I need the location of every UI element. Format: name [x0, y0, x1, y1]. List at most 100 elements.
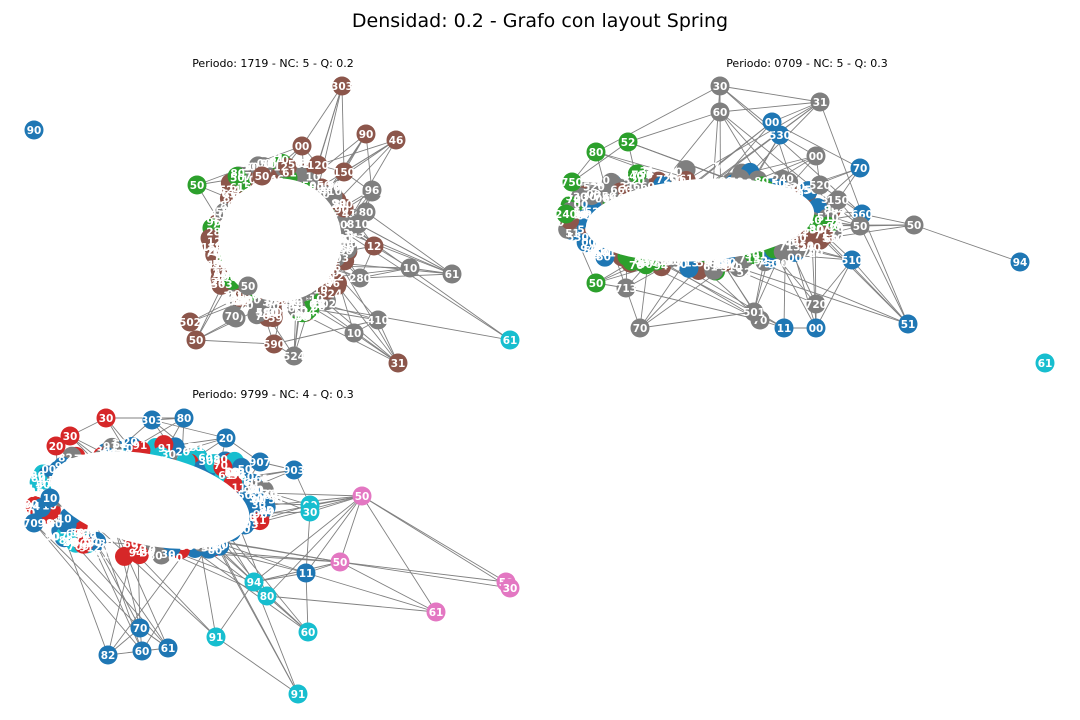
cluster-node-label: 530 — [822, 233, 844, 245]
cluster-node-label: 70 — [629, 260, 644, 272]
cluster-node-label: 50 — [241, 161, 256, 173]
graph-edge — [305, 572, 309, 633]
cluster-node-label: 120 — [207, 260, 229, 272]
cluster-node-label: 30 — [249, 493, 264, 505]
graph-node-label: 50 — [907, 220, 922, 232]
cluster-node-label: 90 — [327, 180, 342, 192]
cluster-node-label: 91 — [198, 532, 213, 544]
graph-node-circle — [40, 488, 60, 508]
graph-node-label: 50 — [355, 491, 370, 503]
cluster-node-label: 30 — [78, 454, 93, 466]
cluster-node-label: 30 — [673, 259, 688, 271]
graph-edge — [301, 85, 343, 147]
cluster-node — [29, 472, 49, 492]
cluster-node-label: 10 — [295, 312, 310, 324]
cluster-node-label: 50 — [70, 528, 85, 540]
cluster-node-label: 660 — [603, 193, 625, 205]
graph-node: 150 — [333, 162, 355, 182]
graph-node: 510 — [841, 250, 863, 270]
graph-edge — [625, 287, 761, 321]
cluster-node-label: 70 — [593, 233, 608, 245]
cluster-node-label: 50 — [179, 541, 194, 553]
cluster-node-label: 190 — [317, 268, 339, 280]
graph-edge — [70, 506, 169, 649]
cluster-node-label: 10 — [309, 293, 324, 305]
graph-node-label: 20 — [49, 441, 64, 453]
graph-edge — [361, 495, 437, 613]
graph-node-circle — [630, 318, 650, 338]
graph-node: 50 — [252, 166, 272, 186]
cluster-node — [202, 235, 222, 255]
graph-node-label: 61 — [1038, 358, 1053, 370]
graph-node-circle — [850, 216, 870, 236]
graph-node-circle — [288, 684, 308, 704]
cluster-node-label: 31 — [619, 181, 634, 193]
graph-node-label: 810 — [347, 219, 369, 231]
graph-node-circle — [710, 102, 730, 122]
cluster-node-label: 590 — [215, 207, 237, 219]
cluster-node-label: 30 — [99, 538, 114, 550]
graph-node-label: 50 — [589, 278, 604, 290]
cluster-node-label: 90 — [246, 295, 261, 307]
graph-node: 11 — [296, 563, 316, 583]
cluster-node-label: 96 — [296, 158, 311, 170]
cluster-node-label: 150 — [257, 308, 279, 320]
graph-node-label: 410 — [367, 315, 389, 327]
cluster-node-label: 94 — [195, 536, 210, 548]
graph-node: 50 — [187, 175, 207, 195]
cluster-node — [74, 534, 94, 554]
graph-node-label: 10 — [43, 493, 58, 505]
cluster-node-label: 303 — [262, 296, 284, 308]
graph-node-label: 11 — [299, 568, 314, 580]
cluster-node-label: 70 — [232, 191, 247, 203]
graph-node: 82 — [98, 645, 118, 665]
graph-node: 50 — [186, 330, 206, 350]
cluster-node-label: 120 — [212, 268, 234, 280]
graph-node-circle — [774, 318, 794, 338]
cluster-node-label: 590 — [268, 313, 290, 325]
graph-node: 907 — [249, 452, 271, 472]
cluster-node-label: 61 — [111, 448, 126, 460]
graph-node-label: 20 — [219, 433, 234, 445]
graph-edge — [719, 101, 821, 113]
cluster-node-label: 50 — [669, 175, 684, 187]
cluster-node-label: 10 — [211, 246, 226, 258]
graph-edge — [819, 101, 863, 215]
cluster-node-label: 11 — [231, 482, 246, 494]
graph-node-circle — [616, 278, 636, 298]
cluster-node-label: 61 — [282, 167, 297, 179]
cluster-node-label: 907 — [45, 531, 67, 543]
graph-node: 524 — [283, 346, 305, 366]
graph-node-label: 90 — [27, 125, 42, 137]
cluster-node-label: 12 — [273, 161, 288, 173]
graph-node: 30 — [500, 578, 520, 598]
cluster-node-label: 502 — [212, 259, 234, 271]
cluster-node-label: 91 — [79, 542, 94, 554]
graph-node: 150 — [827, 190, 849, 210]
graph-edge — [215, 581, 255, 638]
cluster-node-label: 501 — [594, 248, 616, 260]
cluster-node-label: 50 — [302, 180, 317, 192]
graph-node: 303 — [141, 410, 163, 430]
cluster-node-label: 510 — [731, 177, 753, 189]
graph-node-circle — [810, 175, 830, 195]
graph-node-circle — [562, 172, 582, 192]
graph-node: 94 — [1010, 252, 1030, 272]
cluster-node — [794, 229, 814, 249]
graph-node-circle — [806, 146, 826, 166]
cluster-node-label: 70 — [213, 460, 228, 472]
graph-node: 30 — [300, 502, 320, 522]
graph-node-circle — [806, 294, 826, 314]
graph-node: 11 — [774, 318, 794, 338]
cluster-node-label: 31 — [603, 236, 618, 248]
graph-node-label: 120 — [307, 160, 329, 172]
graph-node-label: 61 — [445, 269, 460, 281]
cluster-node-label: 150 — [237, 182, 259, 194]
cluster-node-label: 30 — [638, 259, 653, 271]
cluster-node-label: 190 — [215, 272, 237, 284]
cluster-node-label: 90 — [213, 270, 228, 282]
graph-edge — [913, 224, 1021, 263]
cluster-node-label: 80 — [213, 454, 228, 466]
graph-edge — [339, 495, 363, 563]
graph-node-label: 50 — [190, 180, 205, 192]
